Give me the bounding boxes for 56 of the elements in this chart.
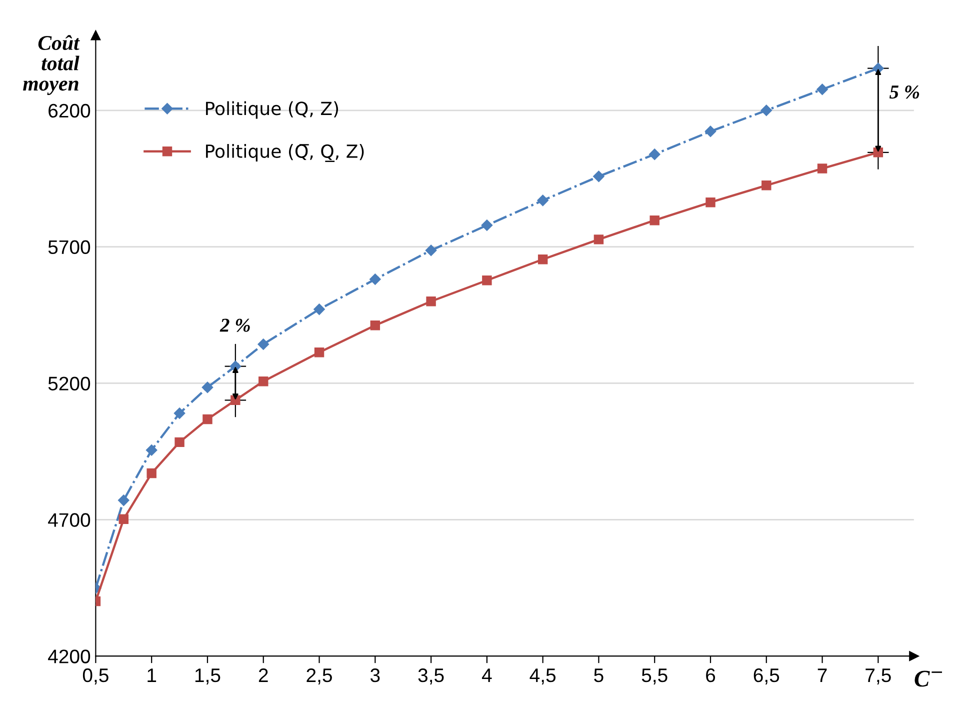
point [760,104,772,116]
x-tick-label: 2,5 [306,668,332,684]
x-tick-label: 4 [482,668,492,682]
y-axis-title: Coût total moyen [23,35,80,95]
point [174,437,184,448]
point [650,215,660,226]
x-tick-label: 0,5 [82,668,108,684]
y-tick-label: 4700 [48,513,90,527]
x-tick-label: 5 [594,668,604,682]
x-tick-label: 6 [706,668,716,682]
point [258,338,269,350]
x-tick-label: 4,5 [530,668,556,684]
x-tick-label: 2 [258,668,268,682]
point [314,304,325,315]
point [370,320,380,330]
point [146,468,156,478]
y-tick-label: 4200 [48,650,90,664]
point [762,180,772,190]
point [704,126,716,137]
x-tick-label: 7 [818,668,827,682]
x-axis-title: C$^{−}$ [914,670,942,687]
point [481,220,493,231]
x-tick-label: 6,5 [754,668,780,684]
point [370,274,381,285]
y-tick-label: 6200 [48,104,90,118]
point [706,197,716,208]
point [174,408,186,419]
point [537,194,548,206]
point [816,84,828,95]
point [118,494,130,506]
y-tick-label: 5700 [48,240,90,254]
legend-label: Politique (Q, Z) [206,101,338,119]
point [649,148,660,160]
x-tick-label: 7,5 [866,668,891,684]
point [593,170,604,182]
x-tick-label: 3 [370,668,380,682]
x-tick-label: 3,5 [418,668,444,684]
point [202,382,214,393]
point [426,296,436,306]
x-tick-label: 1 [148,668,156,682]
point [482,276,492,286]
annotation: 5 % [889,85,920,99]
x-tick-label: 1,5 [195,668,220,684]
point [425,244,437,256]
point [594,234,604,244]
annotation: 2 % [220,318,250,332]
point [118,514,129,524]
point [146,444,158,456]
x-tick-label: 5,5 [642,668,668,684]
legend-label: Politique (Q̅, Q̲, Z) [206,144,364,162]
point [817,164,828,174]
y-tick-label: 5200 [48,376,90,390]
point [202,414,212,424]
point [258,376,268,386]
point [314,348,324,358]
point [538,254,548,264]
